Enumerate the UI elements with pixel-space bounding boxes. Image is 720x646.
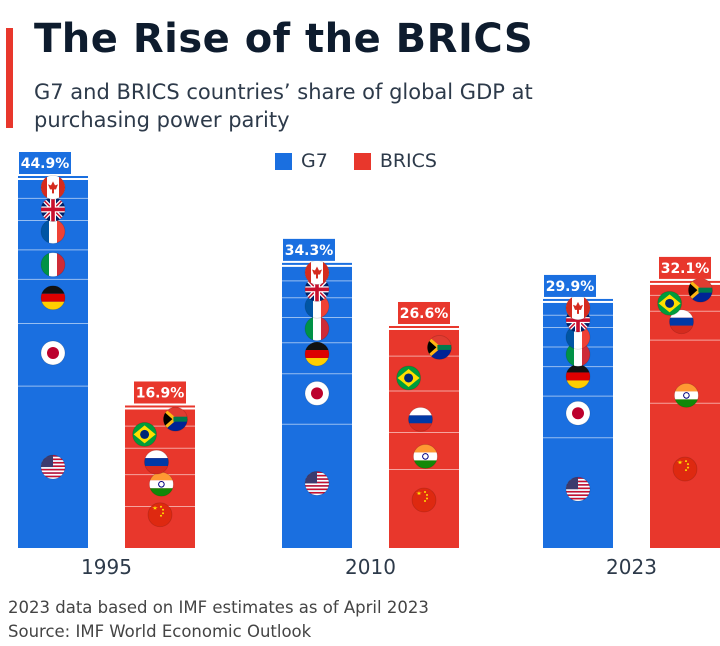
- data-label-box: [544, 274, 596, 297]
- flag-brazil-icon: [396, 365, 422, 391]
- flag-russia-icon: [669, 309, 694, 335]
- footer-note: 2023 data based on IMF estimates as of A…: [8, 598, 429, 617]
- bar-cap: [650, 280, 720, 283]
- flag-japan-icon: [40, 340, 66, 366]
- flag-india-icon: [412, 444, 438, 469]
- legend-item-g7: G7: [275, 150, 328, 172]
- flag-russia-icon: [144, 449, 169, 475]
- flag-india-icon: [148, 471, 174, 497]
- footer-source: Source: IMF World Economic Outlook: [8, 622, 312, 641]
- flag-south-africa-icon: [162, 406, 188, 432]
- flag-japan-icon: [565, 400, 591, 426]
- data-label: 16.9%: [136, 385, 185, 401]
- flag-china-icon: [672, 456, 698, 482]
- legend-label-brics: BRICS: [379, 150, 437, 172]
- x-tick-label: 2023: [606, 555, 657, 579]
- flag-china-icon: [411, 487, 437, 513]
- bar-cap: [125, 405, 195, 408]
- flag-italy-icon: [304, 316, 330, 342]
- data-label-box: [283, 238, 335, 261]
- data-label-box: [19, 152, 71, 174]
- flag-germany-icon: [304, 341, 330, 367]
- data-label: 29.9%: [546, 279, 595, 295]
- flag-canada-icon: [565, 295, 591, 321]
- flag-south-africa-icon: [688, 277, 713, 303]
- data-label: 34.3%: [285, 243, 334, 259]
- flag-brazil-icon: [132, 422, 158, 447]
- data-label-box: [398, 301, 450, 324]
- flag-uk-icon: [40, 197, 66, 222]
- chart-title: The Rise of the BRICS: [34, 16, 534, 62]
- flag-canada-icon: [40, 174, 66, 200]
- flag-india-icon: [674, 383, 699, 408]
- data-label: 26.6%: [400, 306, 449, 322]
- chart-subtitle: G7 and BRICS countries’ share of global …: [34, 80, 533, 132]
- flag-germany-icon: [40, 285, 66, 311]
- data-label-box: [659, 256, 711, 279]
- legend-label-g7: G7: [301, 150, 328, 172]
- data-label: 44.9%: [21, 156, 70, 172]
- legend-item-brics: BRICS: [353, 150, 437, 172]
- x-tick-label: 1995: [81, 555, 132, 579]
- brics-bar-2010: [389, 329, 459, 548]
- flag-germany-icon: [565, 364, 591, 389]
- flag-japan-icon: [304, 380, 330, 406]
- legend: G7 BRICS: [275, 148, 463, 174]
- footer: 2023 data based on IMF estimates as of A…: [8, 596, 429, 644]
- title-accent-bar: [6, 28, 13, 128]
- flag-usa-icon: [565, 476, 591, 502]
- flag-brazil-icon: [657, 290, 682, 316]
- legend-swatch-brics: [353, 152, 371, 170]
- flag-italy-icon: [40, 252, 66, 278]
- flag-china-icon: [147, 502, 173, 528]
- bar-cap: [389, 325, 459, 328]
- flag-usa-icon: [304, 470, 330, 496]
- legend-swatch-g7: [275, 152, 292, 170]
- flag-usa-icon: [40, 454, 66, 480]
- flag-south-africa-icon: [426, 335, 452, 360]
- data-label: 32.1%: [661, 261, 710, 277]
- data-label-box: [134, 381, 186, 404]
- flag-france-icon: [40, 219, 66, 244]
- x-tick-label: 2010: [345, 555, 396, 579]
- flag-russia-icon: [408, 406, 433, 432]
- flag-canada-icon: [304, 260, 330, 285]
